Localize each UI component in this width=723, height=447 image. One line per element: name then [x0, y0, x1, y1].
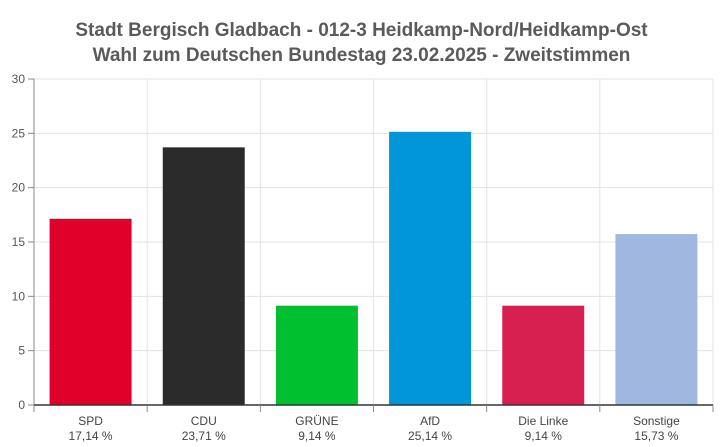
- x-value-label: 17,14 %: [69, 429, 113, 443]
- bar-grüne: [275, 305, 358, 405]
- x-category-label: Sonstige: [633, 414, 680, 428]
- y-tick-label: 0: [18, 398, 25, 412]
- axes: [28, 78, 714, 412]
- y-tick-label: 20: [12, 181, 26, 195]
- bar-cdu: [162, 147, 245, 406]
- x-value-label: 23,71 %: [182, 429, 226, 443]
- x-category-label: SPD: [78, 414, 103, 428]
- x-category-label: AfD: [420, 414, 440, 428]
- bar-afd: [389, 131, 472, 405]
- bar-sonstige: [615, 234, 698, 405]
- x-value-label: 9,14 %: [525, 429, 563, 443]
- bar-spd: [49, 218, 132, 405]
- x-value-label: 25,14 %: [408, 429, 452, 443]
- x-category-label: CDU: [191, 414, 217, 428]
- grid-lines: [34, 78, 714, 405]
- chart-title: Stadt Bergisch Gladbach - 012-3 Heidkamp…: [75, 20, 648, 41]
- y-tick-label: 5: [18, 344, 25, 358]
- y-tick-label: 30: [12, 72, 26, 86]
- chart-subtitle: Wahl zum Deutschen Bundestag 23.02.2025 …: [92, 45, 631, 66]
- x-value-label: 15,73 %: [634, 429, 678, 443]
- x-category-label: Die Linke: [518, 414, 568, 428]
- x-value-label: 9,14 %: [298, 429, 336, 443]
- bars: [49, 131, 698, 406]
- bar-die-linke: [502, 305, 585, 405]
- y-tick-label: 25: [12, 126, 26, 140]
- y-tick-label: 15: [12, 235, 26, 249]
- x-category-label: GRÜNE: [295, 414, 338, 428]
- y-tick-label: 10: [12, 289, 26, 303]
